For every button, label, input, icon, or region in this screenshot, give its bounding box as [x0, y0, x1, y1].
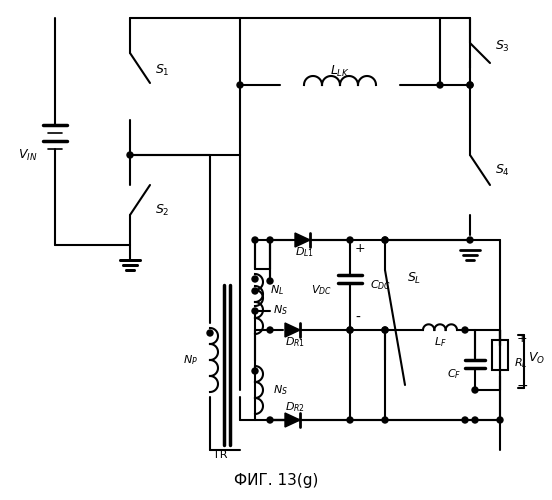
Text: $C_{DC}$: $C_{DC}$ — [370, 278, 391, 292]
Text: $C_F$: $C_F$ — [447, 367, 461, 381]
Circle shape — [467, 82, 473, 88]
Circle shape — [237, 82, 243, 88]
Circle shape — [252, 308, 258, 314]
FancyBboxPatch shape — [492, 340, 508, 370]
Text: $+$: $+$ — [516, 332, 528, 344]
Circle shape — [437, 82, 443, 88]
Text: TR: TR — [213, 450, 227, 460]
Text: $V_O$: $V_O$ — [528, 350, 545, 366]
Circle shape — [382, 327, 388, 333]
Text: $S_3$: $S_3$ — [495, 38, 510, 54]
Circle shape — [382, 327, 388, 333]
Circle shape — [347, 237, 353, 243]
Text: $D_{R2}$: $D_{R2}$ — [285, 400, 305, 414]
Text: $R_L$: $R_L$ — [514, 356, 528, 370]
Circle shape — [207, 330, 213, 336]
Text: $S_4$: $S_4$ — [495, 162, 510, 178]
Circle shape — [127, 152, 133, 158]
Text: $N_L$: $N_L$ — [270, 283, 284, 297]
Text: $D_{L1}$: $D_{L1}$ — [295, 245, 315, 259]
Circle shape — [252, 237, 258, 243]
Circle shape — [267, 237, 273, 243]
Text: +: + — [355, 242, 365, 254]
Polygon shape — [285, 323, 300, 337]
Circle shape — [382, 417, 388, 423]
Polygon shape — [285, 413, 300, 427]
Circle shape — [347, 327, 353, 333]
Text: $V_{IN}$: $V_{IN}$ — [18, 148, 37, 162]
Circle shape — [382, 237, 388, 243]
Polygon shape — [295, 233, 310, 247]
Circle shape — [472, 387, 478, 393]
Text: $S_1$: $S_1$ — [155, 62, 169, 78]
Circle shape — [497, 417, 503, 423]
Circle shape — [252, 276, 258, 282]
Circle shape — [467, 237, 473, 243]
Text: ФИГ. 13(g): ФИГ. 13(g) — [234, 472, 318, 488]
Circle shape — [382, 237, 388, 243]
Text: $L_{LK}$: $L_{LK}$ — [330, 64, 350, 78]
Circle shape — [467, 82, 473, 88]
Circle shape — [267, 278, 273, 284]
Circle shape — [252, 368, 258, 374]
Text: $L_F$: $L_F$ — [434, 335, 447, 349]
Text: $V_{DC}$: $V_{DC}$ — [311, 283, 332, 297]
Text: $N_S$: $N_S$ — [273, 303, 288, 317]
Circle shape — [267, 417, 273, 423]
Text: -: - — [355, 311, 360, 325]
Text: $-$: $-$ — [516, 378, 528, 392]
Text: $S_2$: $S_2$ — [155, 202, 169, 218]
Circle shape — [267, 327, 273, 333]
Text: $N_P$: $N_P$ — [183, 353, 198, 367]
Circle shape — [462, 327, 468, 333]
Text: $D_{R1}$: $D_{R1}$ — [285, 335, 305, 349]
Circle shape — [252, 288, 258, 294]
Circle shape — [347, 417, 353, 423]
Text: $S_L$: $S_L$ — [407, 270, 421, 285]
Circle shape — [347, 327, 353, 333]
Circle shape — [462, 417, 468, 423]
Circle shape — [472, 417, 478, 423]
Text: $N_S$: $N_S$ — [273, 383, 288, 397]
